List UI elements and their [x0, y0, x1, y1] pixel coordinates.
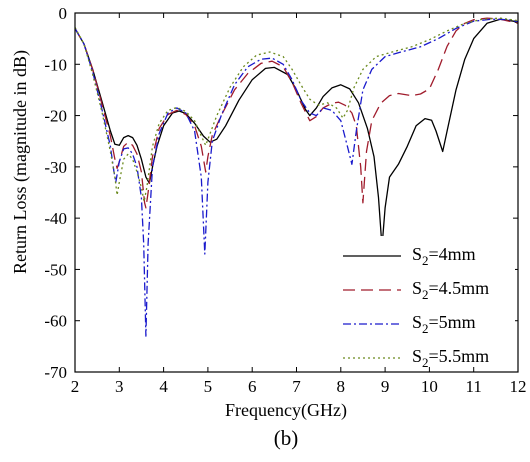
- legend-label-main: S: [412, 244, 422, 264]
- legend-label-suffix: =4mm: [429, 244, 476, 264]
- legend-label-main: S: [412, 346, 422, 366]
- y-tick-label: -20: [44, 107, 67, 126]
- legend-label-suffix: =5mm: [429, 312, 476, 332]
- figure-caption: (b): [274, 426, 299, 450]
- legend-label-main: S: [412, 278, 422, 298]
- x-tick-label: 8: [337, 377, 346, 396]
- y-tick-label: 0: [59, 4, 68, 23]
- series-line-1: [75, 19, 518, 247]
- y-tick-label: -60: [44, 312, 67, 331]
- y-axis-title: Return Loss (magnitude in dB): [10, 50, 31, 274]
- y-tick-label: -70: [44, 363, 67, 382]
- x-tick-label: 7: [292, 377, 301, 396]
- legend-label-main: S: [412, 312, 422, 332]
- x-tick-label: 4: [159, 377, 168, 396]
- x-tick-label: 12: [510, 377, 527, 396]
- x-tick-label: 6: [248, 377, 257, 396]
- y-tick-label: -40: [44, 209, 67, 228]
- legend-label-suffix: =4.5mm: [429, 278, 490, 298]
- y-tick-label: -50: [44, 260, 67, 279]
- x-tick-label: 10: [421, 377, 438, 396]
- x-tick-label: 3: [115, 377, 124, 396]
- x-tick-label: 5: [204, 377, 213, 396]
- x-tick-label: 2: [71, 377, 80, 396]
- x-tick-label: 9: [381, 377, 390, 396]
- y-tick-label: -10: [44, 55, 67, 74]
- legend-label-suffix: =5.5mm: [429, 346, 490, 366]
- x-tick-label: 11: [466, 377, 482, 396]
- y-tick-label: -30: [44, 158, 67, 177]
- x-axis-title: Frequency(GHz): [225, 400, 347, 421]
